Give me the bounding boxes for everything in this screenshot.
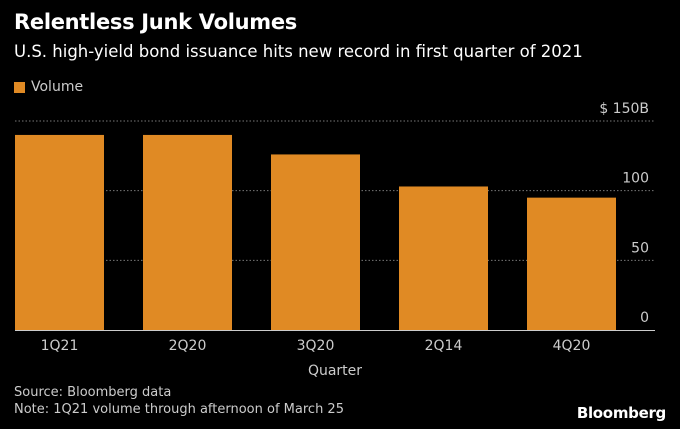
x-tick-label: 3Q20 bbox=[297, 338, 335, 354]
bar-2Q20 bbox=[143, 134, 232, 330]
legend: Volume bbox=[14, 79, 83, 95]
chart-notes: Source: Bloomberg data Note: 1Q21 volume… bbox=[14, 384, 344, 418]
y-tick-label: 100 bbox=[622, 171, 649, 187]
bar-3Q20 bbox=[271, 154, 360, 330]
bar-2Q14 bbox=[399, 186, 488, 330]
y-tick-label: 0 bbox=[640, 310, 649, 326]
chart-title: Relentless Junk Volumes bbox=[14, 10, 297, 34]
source-note: Source: Bloomberg data bbox=[14, 385, 172, 400]
legend-label-volume: Volume bbox=[31, 79, 84, 95]
x-tick-label: 2Q20 bbox=[169, 338, 207, 354]
y-tick-label: 50 bbox=[631, 240, 649, 256]
y-tick-label: $ 150B bbox=[599, 101, 649, 117]
footnote: Note: 1Q21 volume through afternoon of M… bbox=[14, 402, 344, 417]
x-axis-label: Quarter bbox=[308, 363, 362, 379]
legend-swatch-volume bbox=[14, 81, 25, 93]
bar-4Q20 bbox=[527, 197, 616, 330]
bar-1Q21 bbox=[15, 134, 104, 330]
x-tick-label: 1Q21 bbox=[41, 338, 79, 354]
x-tick-label: 2Q14 bbox=[425, 338, 463, 354]
chart-subtitle: U.S. high-yield bond issuance hits new r… bbox=[14, 42, 583, 61]
bloomberg-logo: Bloomberg bbox=[576, 404, 666, 422]
x-tick-label: 4Q20 bbox=[553, 338, 591, 354]
